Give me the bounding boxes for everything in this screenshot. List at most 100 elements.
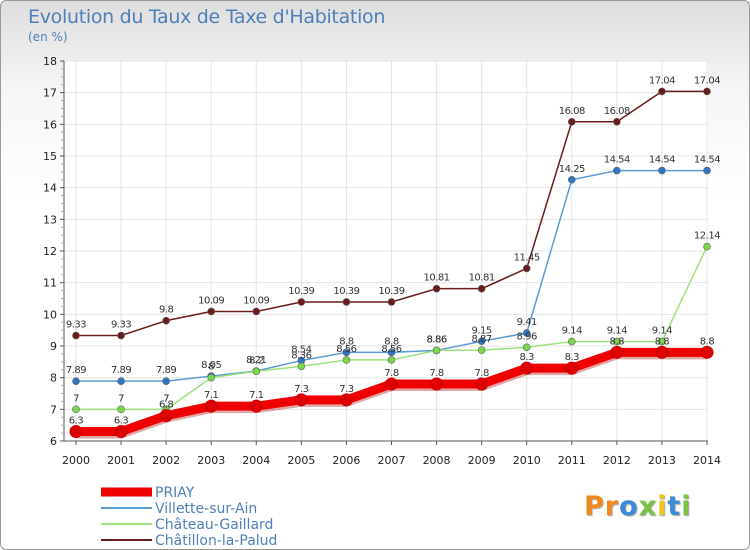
axes: 6 7 8 9 10 11 12 13 14 15 16 17 18 2000 2001 2002 2003 20… <box>43 55 721 467</box>
data-label-chatillon-la-palud: 10.09 <box>243 295 269 306</box>
y-tick-label: 10 <box>43 308 57 321</box>
data-point-priay <box>430 377 444 391</box>
data-point-chateau-gaillard <box>658 337 666 346</box>
data-point-villette-sur-ain <box>342 348 351 357</box>
data-label-villette-sur-ain: 8.8 <box>384 336 399 347</box>
data-point-priay <box>520 361 534 375</box>
data-label-villette-sur-ain: 7.89 <box>66 365 86 376</box>
data-point-priay <box>339 393 353 407</box>
data-point-chatillon-la-palud <box>522 264 531 273</box>
data-point-chatillon-la-palud <box>162 316 170 325</box>
data-label-villette-sur-ain: 14.54 <box>604 155 630 166</box>
data-point-priay <box>249 399 263 413</box>
y-tick-label: 11 <box>43 277 57 290</box>
logo-letter: o <box>619 491 639 522</box>
data-point-priay <box>294 393 308 407</box>
logo-letter: t <box>667 491 682 522</box>
data-point-chateau-gaillard <box>207 373 216 382</box>
data-point-chatillon-la-palud <box>252 307 261 316</box>
data-point-chateau-gaillard <box>432 346 441 355</box>
data-point-chatillon-la-palud <box>387 298 396 306</box>
data-point-chatillon-la-palud <box>567 118 576 126</box>
grid <box>64 60 708 442</box>
x-tick-label: 2004 <box>242 454 270 467</box>
data-label-chateau-gaillard: 8.86 <box>426 334 446 345</box>
logo-letter: i <box>681 491 692 522</box>
data-label-priay: 7.3 <box>294 384 309 395</box>
x-tick-label: 2002 <box>152 454 180 467</box>
data-label-chatillon-la-palud: 10.39 <box>333 286 359 297</box>
data-label-priay: 7.8 <box>429 368 444 379</box>
data-label-chatillon-la-palud: 10.81 <box>469 273 495 284</box>
x-tick-label: 2013 <box>648 454 676 467</box>
data-point-villette-sur-ain <box>162 377 170 385</box>
legend-label: PRIAY <box>155 485 195 501</box>
data-label-villette-sur-ain: 14.54 <box>649 155 675 166</box>
data-point-villette-sur-ain <box>522 329 531 337</box>
data-point-chateau-gaillard <box>477 346 486 354</box>
data-label-chatillon-la-palud: 10.39 <box>378 286 404 297</box>
data-point-chateau-gaillard <box>567 337 576 346</box>
logo-letter: P <box>584 491 605 522</box>
data-label-priay: 8.8 <box>655 336 670 347</box>
data-label-chatillon-la-palud: 10.39 <box>288 286 314 297</box>
y-tick-label: 13 <box>43 213 57 226</box>
data-point-villette-sur-ain <box>72 377 80 385</box>
data-label-villette-sur-ain: 7.89 <box>156 365 176 376</box>
data-label-chateau-gaillard: 8.87 <box>472 334 492 345</box>
data-label-villette-sur-ain: 14.54 <box>694 155 720 166</box>
data-label-chatillon-la-palud: 17.04 <box>649 75 675 86</box>
data-point-priay <box>700 345 714 359</box>
data-label-villette-sur-ain: 8.05 <box>201 360 221 371</box>
y-tick-label: 9 <box>50 340 57 353</box>
data-label-villette-sur-ain: 8.86 <box>426 334 446 345</box>
data-point-chatillon-la-palud <box>703 87 711 96</box>
y-tick-label: 8 <box>50 372 57 385</box>
x-tick-label: 2005 <box>287 454 315 467</box>
y-tick-label: 14 <box>43 182 57 195</box>
data-label-villette-sur-ain: 9.41 <box>517 317 537 328</box>
data-point-chateau-gaillard <box>342 356 351 364</box>
data-label-chateau-gaillard: 8.56 <box>381 344 401 355</box>
y-tick-label: 12 <box>43 245 57 258</box>
data-label-chatillon-la-palud: 16.08 <box>604 106 630 117</box>
data-label-chateau-gaillard: 7 <box>73 393 79 404</box>
data-label-priay: 7.8 <box>474 368 489 379</box>
data-point-chatillon-la-palud <box>297 298 306 306</box>
x-tick-label: 2003 <box>197 454 225 467</box>
data-point-priay <box>655 345 669 359</box>
proxiti-logo: Proxiti <box>584 491 692 522</box>
x-tick-label: 2011 <box>558 454 586 467</box>
data-label-villette-sur-ain: 9.15 <box>472 325 492 336</box>
data-point-villette-sur-ain <box>567 175 576 184</box>
data-label-priay: 8.3 <box>520 352 535 363</box>
data-point-chatillon-la-palud <box>72 331 80 340</box>
data-point-chateau-gaillard <box>613 337 621 346</box>
data-label-villette-sur-ain: 14.25 <box>559 164 585 175</box>
y-tick-label: 18 <box>43 55 57 68</box>
data-label-priay: 7.3 <box>339 384 354 395</box>
data-label-chateau-gaillard: 12.14 <box>694 231 720 242</box>
legend: PRIAYVillette-sur-AinChâteau-GaillardChâ… <box>101 485 277 549</box>
data-point-chatillon-la-palud <box>613 118 621 126</box>
legend-label: Villette-sur-Ain <box>155 501 257 517</box>
data-label-chateau-gaillard: 8.36 <box>291 350 311 361</box>
data-point-chateau-gaillard <box>297 362 306 371</box>
data-point-chateau-gaillard <box>252 367 261 376</box>
data-point-chatillon-la-palud <box>477 284 486 293</box>
data-label-priay: 8.8 <box>610 336 625 347</box>
data-labels: 9.33 9.33 9.8 10.09 10.09 10.39 10.39 10.39 10.8… <box>66 75 721 426</box>
data-point-priay <box>610 345 624 359</box>
data-point-villette-sur-ain <box>117 377 125 385</box>
data-point-chatillon-la-palud <box>342 298 351 306</box>
data-label-chateau-gaillard: 9.14 <box>562 326 582 337</box>
x-tick-label: 2010 <box>513 454 541 467</box>
x-tick-label: 2006 <box>332 454 360 467</box>
data-label-chatillon-la-palud: 11.45 <box>514 252 540 263</box>
data-point-chateau-gaillard <box>72 405 80 414</box>
data-label-villette-sur-ain: 8.21 <box>246 355 266 366</box>
data-label-chatillon-la-palud: 17.04 <box>694 75 720 86</box>
logo-letter: r <box>604 491 620 522</box>
data-label-chatillon-la-palud: 16.08 <box>559 106 585 117</box>
